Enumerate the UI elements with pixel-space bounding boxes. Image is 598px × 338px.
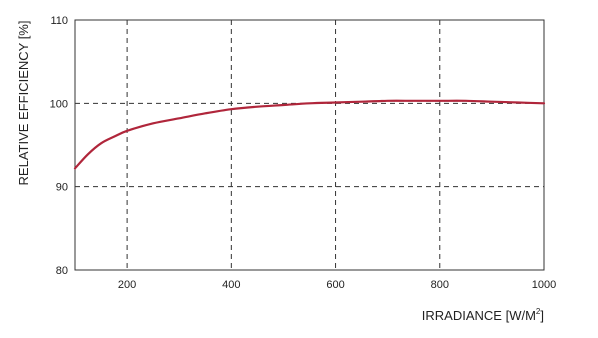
x-tick-label-200: 200 (118, 279, 136, 291)
y-tick-label-80: 80 (56, 265, 68, 277)
y-tick-label-110: 110 (50, 15, 68, 27)
x-tick-label-800: 800 (431, 279, 449, 291)
x-tick-label-600: 600 (326, 279, 344, 291)
y-tick-label-100: 100 (50, 98, 68, 110)
x-axis-title-superscript: 2 (536, 307, 541, 316)
grid (75, 20, 544, 270)
x-tick-labels: 200 400 600 800 1000 (118, 279, 556, 291)
y-axis-title: RELATIVE EFFICIENCY [%] (16, 21, 31, 186)
y-tick-labels: 80 90 100 110 (50, 15, 68, 277)
series-layer (73, 99, 546, 170)
plot-frame (74, 19, 545, 271)
x-axis-title-suffix: ] (540, 308, 544, 323)
x-tick-label-1000: 1000 (532, 279, 556, 291)
x-tick-label-400: 400 (222, 279, 240, 291)
series-line-0 (73, 99, 546, 170)
y-tick-label-90: 90 (56, 182, 68, 194)
x-axis-title-main: IRRADIANCE [W/M (422, 308, 536, 323)
x-axis-title: IRRADIANCE [W/M2] (422, 307, 544, 323)
